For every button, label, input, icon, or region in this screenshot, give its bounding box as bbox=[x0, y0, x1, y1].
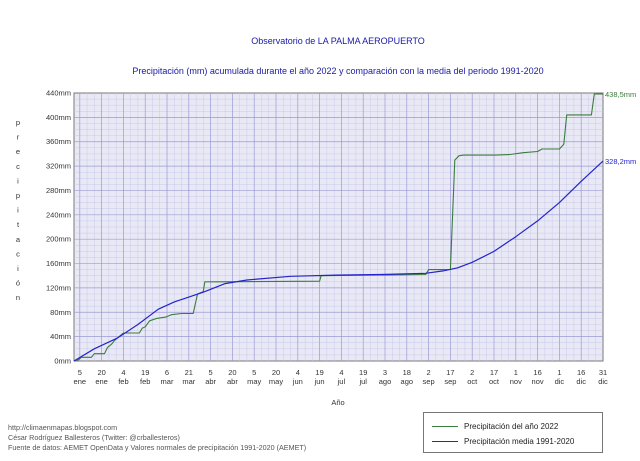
credit-url: http://climaenmapas.blogspot.com bbox=[8, 423, 118, 432]
x-tick-month: feb bbox=[140, 377, 150, 386]
credits: http://climaenmapas.blogspot.com César R… bbox=[8, 423, 306, 453]
y-tick-label: 120mm bbox=[46, 283, 71, 292]
x-tick-month: dic bbox=[576, 377, 586, 386]
legend-label-media: Precipitación media 1991-2020 bbox=[464, 436, 575, 446]
x-tick-day: 19 bbox=[315, 368, 323, 377]
y-tick-label: 360mm bbox=[46, 137, 71, 146]
y-tick-label: 400mm bbox=[46, 113, 71, 122]
y-label-char: c bbox=[16, 249, 20, 258]
series-end-label-1: 328,2mm bbox=[605, 157, 636, 166]
x-tick-day: 19 bbox=[359, 368, 367, 377]
x-tick-month: ago bbox=[401, 377, 414, 386]
y-tick-label: 320mm bbox=[46, 162, 71, 171]
x-tick-month: jul bbox=[337, 377, 346, 386]
x-tick-month: may bbox=[269, 377, 283, 386]
x-tick-day: 16 bbox=[577, 368, 585, 377]
y-label-char: c bbox=[16, 162, 20, 171]
x-tick-day: 6 bbox=[165, 368, 169, 377]
x-tick-day: 17 bbox=[490, 368, 498, 377]
x-tick-month: jun bbox=[292, 377, 303, 386]
chart-title: Observatorio de LA PALMA AEROPUERTO bbox=[251, 36, 425, 46]
y-tick-label: 240mm bbox=[46, 210, 71, 219]
y-tick-label: 0mm bbox=[54, 357, 71, 366]
x-tick-day: 5 bbox=[252, 368, 256, 377]
major-grid bbox=[74, 93, 603, 361]
x-tick-month: oct bbox=[489, 377, 500, 386]
y-tick-label: 160mm bbox=[46, 259, 71, 268]
x-tick-month: sep bbox=[423, 377, 435, 386]
y-label-char: p bbox=[16, 191, 20, 200]
x-tick-day: 4 bbox=[296, 368, 300, 377]
y-axis-ticks: 0mm 40mm 80mm 120mm 160mm 200mm 240mm 280mm 320m… bbox=[46, 89, 71, 366]
x-tick-day: 5 bbox=[209, 368, 213, 377]
chart-subtitle: Precipitación (mm) acumulada durante el … bbox=[132, 66, 543, 76]
series-end-label-0: 438,5mm bbox=[605, 90, 636, 99]
y-label-char: n bbox=[16, 293, 20, 302]
credit-author: César Rodríguez Ballesteros (Twitter: @c… bbox=[8, 433, 180, 442]
x-tick-day: 4 bbox=[121, 368, 125, 377]
x-tick-month: sep bbox=[444, 377, 456, 386]
x-axis-ticks: 5ene20ene4feb19feb6mar21mar5abr20abr5may… bbox=[74, 368, 608, 386]
x-tick-day: 3 bbox=[383, 368, 387, 377]
x-tick-day: 5 bbox=[78, 368, 82, 377]
x-tick-month: dic bbox=[598, 377, 608, 386]
x-tick-month: ago bbox=[379, 377, 392, 386]
y-tick-label: 440mm bbox=[46, 89, 71, 98]
x-tick-month: jul bbox=[358, 377, 367, 386]
y-label-char: i bbox=[17, 264, 19, 273]
y-label-char: p bbox=[16, 118, 20, 127]
x-axis-label: Año bbox=[331, 398, 344, 407]
x-tick-day: 4 bbox=[339, 368, 343, 377]
x-tick-month: abr bbox=[227, 377, 238, 386]
minor-grid bbox=[74, 93, 603, 361]
x-tick-day: 20 bbox=[272, 368, 280, 377]
y-label-char: ó bbox=[16, 279, 20, 288]
x-tick-month: mar bbox=[161, 377, 174, 386]
legend-item-media: Precipitación media 1991-2020 bbox=[432, 435, 574, 447]
y-axis-label: precipitación bbox=[16, 118, 21, 302]
x-tick-day: 1 bbox=[557, 368, 561, 377]
x-tick-month: jun bbox=[314, 377, 325, 386]
x-tick-day: 2 bbox=[427, 368, 431, 377]
legend-label-2022: Precipitación del año 2022 bbox=[464, 421, 559, 431]
x-tick-month: mar bbox=[182, 377, 195, 386]
x-tick-day: 20 bbox=[228, 368, 236, 377]
x-tick-day: 17 bbox=[446, 368, 454, 377]
y-tick-label: 80mm bbox=[50, 308, 71, 317]
y-label-char: i bbox=[17, 206, 19, 215]
x-tick-day: 2 bbox=[470, 368, 474, 377]
x-tick-day: 18 bbox=[403, 368, 411, 377]
x-tick-month: oct bbox=[467, 377, 478, 386]
x-tick-day: 16 bbox=[533, 368, 541, 377]
legend-swatch-2022 bbox=[432, 425, 458, 427]
legend-swatch-media bbox=[432, 440, 458, 442]
x-tick-month: ene bbox=[74, 377, 87, 386]
x-tick-month: abr bbox=[205, 377, 216, 386]
x-tick-month: ene bbox=[95, 377, 108, 386]
y-label-char: e bbox=[16, 147, 20, 156]
x-tick-month: dic bbox=[555, 377, 565, 386]
x-tick-month: may bbox=[247, 377, 261, 386]
y-tick-label: 40mm bbox=[50, 332, 71, 341]
y-label-char: a bbox=[16, 235, 21, 244]
series-line-1 bbox=[73, 160, 604, 362]
x-tick-month: nov bbox=[532, 377, 544, 386]
legend: Precipitación del año 2022 Precipitación… bbox=[423, 412, 603, 453]
y-tick-label: 280mm bbox=[46, 186, 71, 195]
series-group: 438,5mm 328,2mm bbox=[73, 90, 636, 362]
y-label-char: r bbox=[17, 133, 20, 142]
legend-item-2022: Precipitación del año 2022 bbox=[432, 420, 558, 432]
y-label-char: i bbox=[17, 176, 19, 185]
x-tick-day: 19 bbox=[141, 368, 149, 377]
y-tick-label: 200mm bbox=[46, 235, 71, 244]
y-label-char: t bbox=[17, 220, 20, 229]
x-tick-month: feb bbox=[118, 377, 128, 386]
x-tick-day: 1 bbox=[514, 368, 518, 377]
credit-source: Fuente de datos: AEMET OpenData y Valore… bbox=[8, 443, 307, 452]
x-tick-day: 31 bbox=[599, 368, 607, 377]
x-tick-day: 21 bbox=[185, 368, 193, 377]
x-tick-month: nov bbox=[510, 377, 522, 386]
x-tick-day: 20 bbox=[97, 368, 105, 377]
